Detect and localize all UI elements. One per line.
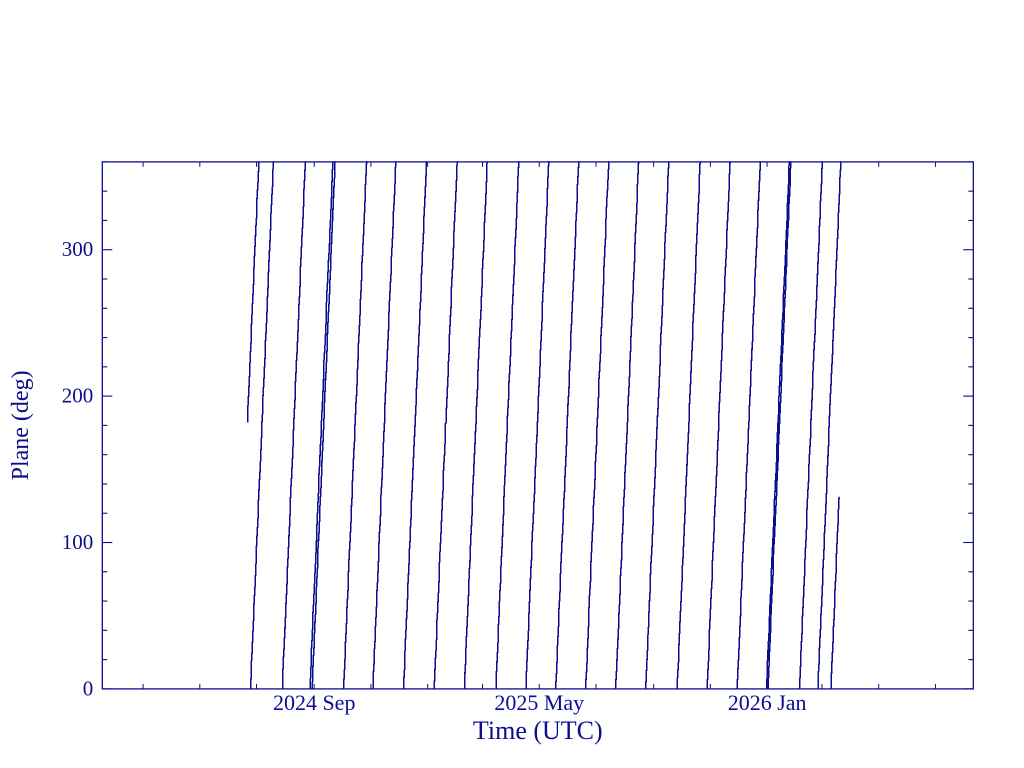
svg-text:2025 May: 2025 May: [494, 690, 584, 715]
svg-text:Time (UTC): Time (UTC): [473, 716, 603, 745]
svg-text:Plane (deg): Plane (deg): [8, 370, 34, 480]
svg-text:2026 Jan: 2026 Jan: [728, 690, 807, 715]
svg-text:300: 300: [62, 237, 94, 261]
svg-text:100: 100: [62, 530, 94, 554]
svg-text:0: 0: [83, 676, 94, 700]
svg-text:2024 Sep: 2024 Sep: [273, 690, 356, 715]
svg-text:200: 200: [62, 384, 94, 408]
